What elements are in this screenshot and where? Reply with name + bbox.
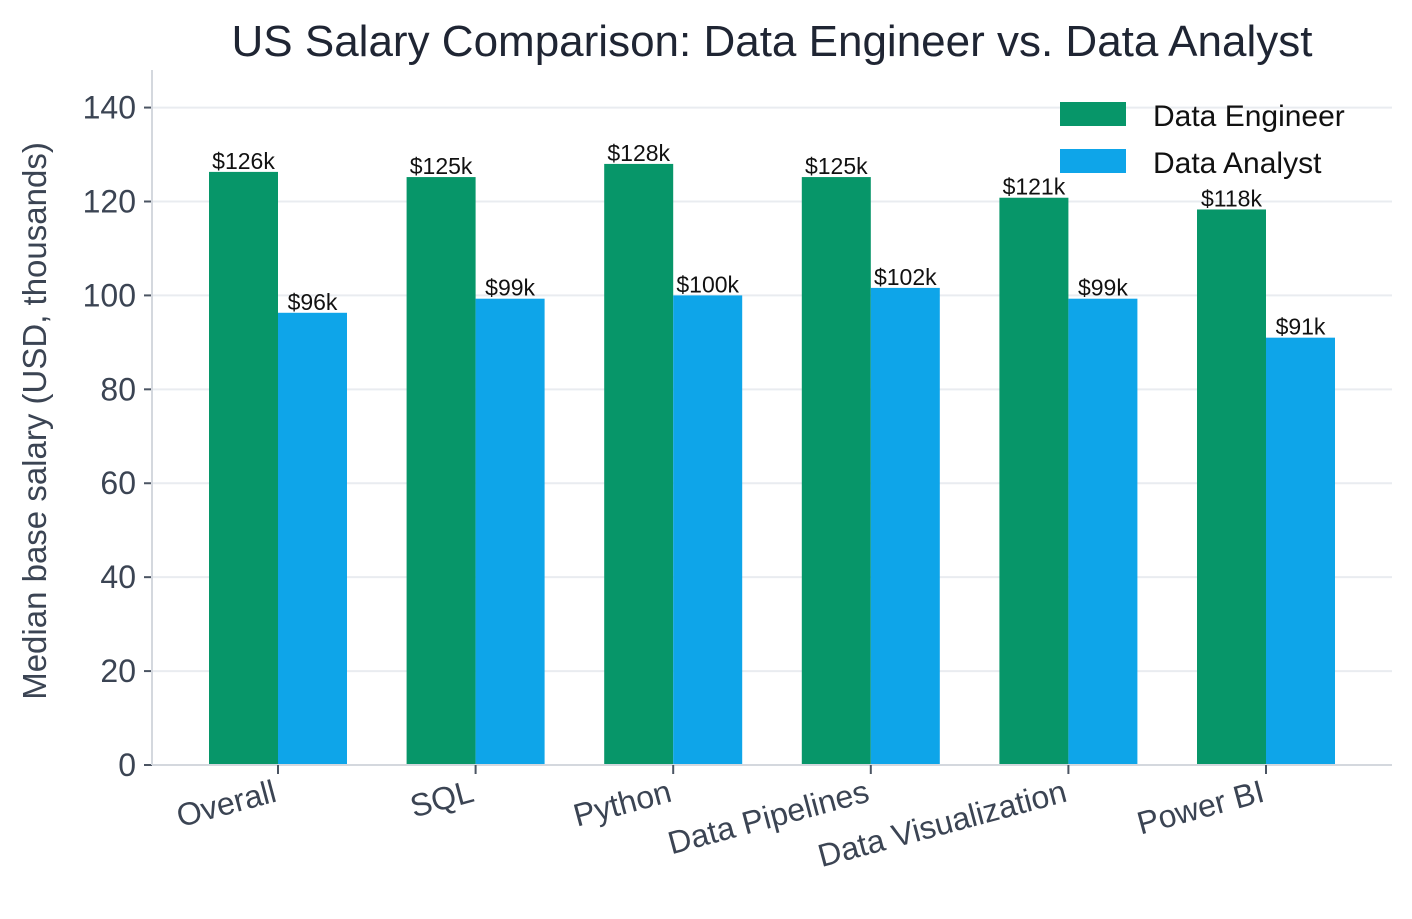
bars-group (209, 163, 1335, 765)
legend: Data Engineer Data Analyst (1060, 100, 1345, 180)
y-tick-label: 0 (118, 747, 136, 783)
bar-data-analyst (1068, 298, 1138, 765)
y-tick-label: 120 (83, 183, 136, 219)
legend-label: Data Analyst (1153, 147, 1322, 180)
data-label-data-analyst: $91k (1276, 314, 1326, 340)
data-labels-group: $126k $96k $125k $99k $128k $100k $125k $102k $1… (212, 140, 1326, 340)
data-label-data-engineer: $121k (1003, 174, 1066, 200)
x-tick-label: Python (569, 773, 675, 834)
bar-data-analyst (870, 287, 940, 765)
data-label-data-analyst: $96k (288, 289, 338, 315)
x-tick-label: SQL (406, 773, 477, 824)
legend-swatch (1060, 102, 1126, 126)
bar-data-analyst (475, 298, 545, 765)
bar-data-engineer (209, 171, 278, 765)
data-label-data-analyst: $102k (874, 264, 937, 290)
data-label-data-engineer: $125k (805, 153, 868, 179)
gridlines (152, 106, 1392, 673)
data-label-data-engineer: $118k (1201, 185, 1262, 211)
x-tick-label: Overall (173, 773, 280, 834)
data-label-data-engineer: $125k (410, 153, 473, 179)
bar-data-analyst (1266, 337, 1335, 765)
y-tick-label: 140 (83, 90, 136, 126)
bar-data-engineer (999, 197, 1069, 765)
legend-swatch (1060, 149, 1126, 173)
bar-data-engineer (604, 163, 674, 765)
bar-data-engineer (406, 177, 476, 765)
bar-data-engineer (1197, 209, 1266, 765)
data-label-data-analyst: $99k (485, 275, 535, 301)
data-label-data-analyst: $99k (1078, 275, 1128, 301)
data-label-data-engineer: $126k (212, 148, 275, 174)
y-tick-label: 40 (100, 559, 136, 595)
x-tick-label: Power BI (1133, 773, 1268, 841)
bar-data-analyst (278, 312, 347, 765)
y-tick-label: 60 (100, 465, 136, 501)
bar-data-analyst (673, 295, 743, 765)
y-tick-label: 80 (100, 371, 136, 407)
data-label-data-engineer: $128k (607, 140, 670, 166)
bar-data-engineer (801, 177, 871, 765)
y-tick-label: 20 (100, 653, 136, 689)
data-label-data-analyst: $100k (676, 271, 739, 297)
chart-title: US Salary Comparison: Data Engineer vs. … (232, 17, 1313, 66)
y-tick-label: 100 (83, 277, 136, 313)
legend-label: Data Engineer (1153, 100, 1345, 133)
y-axis-label: Median base salary (USD, thousands) (16, 142, 53, 700)
